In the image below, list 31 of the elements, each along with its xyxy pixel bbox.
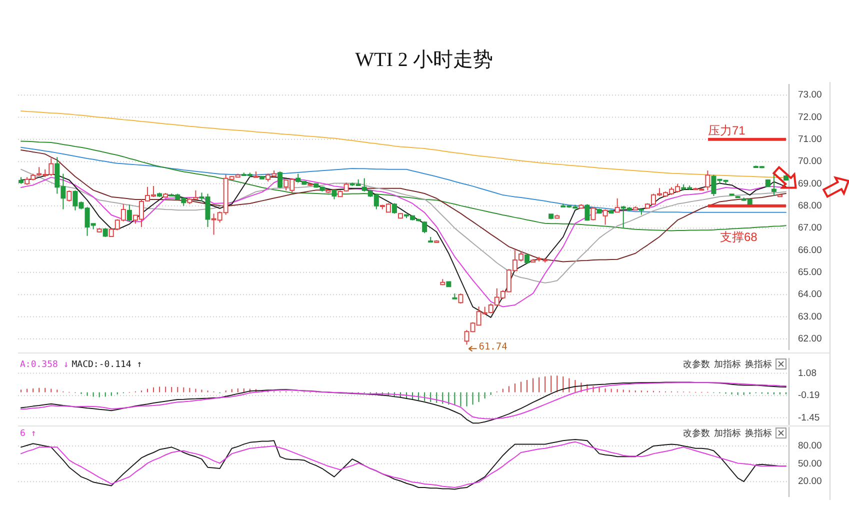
y-tick-label: 63.00	[798, 311, 822, 322]
annotation: A:0.358 ↓	[20, 360, 69, 370]
ref-line-label: 支撑68	[720, 230, 758, 244]
y-tick-label: 64.00	[798, 289, 822, 300]
y-tick-label: 68.00	[798, 200, 822, 212]
chart-title: WTI 2 小时走势	[355, 49, 493, 71]
y-tick-label: 20.00	[798, 476, 822, 488]
annotation: 换指标	[745, 428, 772, 438]
annotation: 加指标	[714, 428, 741, 438]
annotation: 6 ↑	[20, 429, 36, 439]
annotation: MACD:-0.114 ↑	[72, 360, 142, 370]
y-tick-label: 50.00	[798, 458, 822, 470]
y-tick-label: 80.00	[798, 440, 822, 452]
ref-line-label: 压力71	[708, 123, 746, 138]
y-tick-label: 70.00	[798, 156, 822, 168]
y-tick-label: 67.00	[798, 222, 822, 234]
annotation: 改参数	[683, 359, 710, 369]
annotation: 61.74	[478, 342, 508, 353]
y-tick-label: 62.00	[798, 333, 822, 344]
y-tick-label: 71.00	[798, 134, 822, 145]
annotation: 加指标	[714, 359, 741, 369]
y-tick-label: 66.00	[798, 244, 822, 256]
y-tick-label: 65.00	[798, 266, 822, 278]
y-tick-label: 69.00	[798, 178, 822, 190]
y-tick-label: 72.00	[798, 112, 822, 123]
y-tick-label: 73.00	[798, 90, 822, 101]
annotation: 换指标	[745, 359, 772, 369]
annotation: 改参数	[683, 428, 710, 438]
y-tick-label: -1.45	[798, 412, 820, 424]
y-tick-label: 1.08	[798, 368, 816, 379]
y-tick-label: -0.19	[798, 390, 820, 402]
